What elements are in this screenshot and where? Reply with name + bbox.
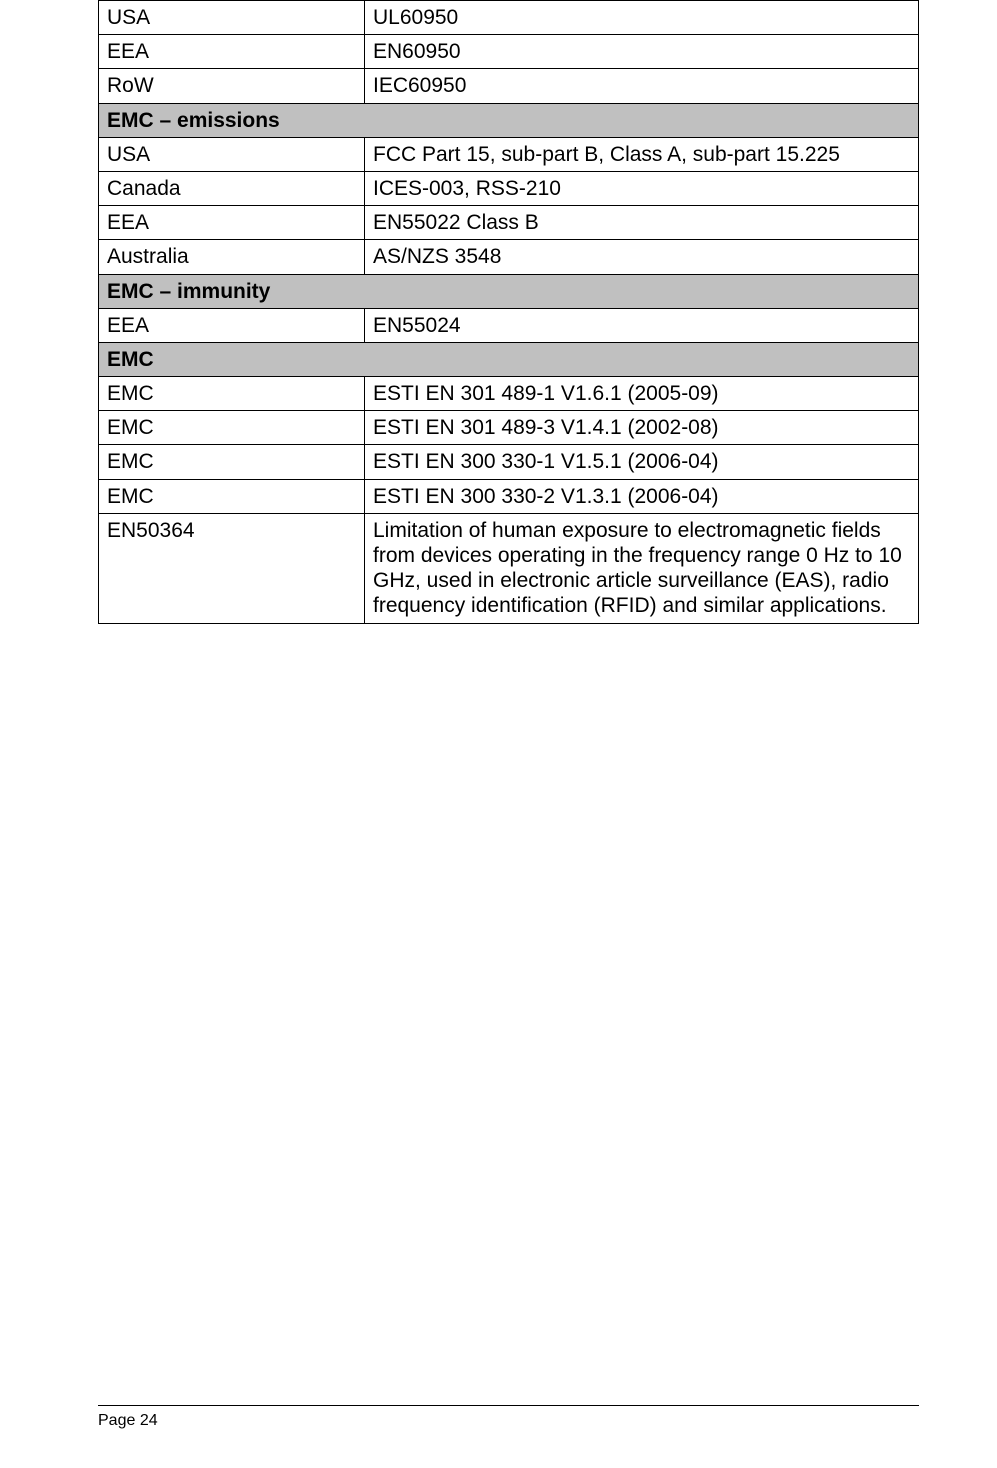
- table-cell: Canada: [99, 171, 365, 205]
- table-row: EMC ESTI EN 300 330-2 V1.3.1 (2006-04): [99, 479, 919, 513]
- section-header-row: EMC – immunity: [99, 274, 919, 308]
- section-header-row: EMC – emissions: [99, 103, 919, 137]
- table-cell: Limitation of human exposure to electrom…: [365, 513, 919, 623]
- table-cell: EN55022 Class B: [365, 206, 919, 240]
- page: USA UL60950 EEA EN60950 RoW IEC60950 EMC…: [0, 0, 997, 1468]
- standards-table-body: USA UL60950 EEA EN60950 RoW IEC60950 EMC…: [99, 1, 919, 624]
- table-cell: ESTI EN 300 330-1 V1.5.1 (2006-04): [365, 445, 919, 479]
- table-cell: UL60950: [365, 1, 919, 35]
- standards-table: USA UL60950 EEA EN60950 RoW IEC60950 EMC…: [98, 0, 919, 624]
- section-header: EMC: [99, 342, 919, 376]
- table-row: EMC ESTI EN 301 489-1 V1.6.1 (2005-09): [99, 377, 919, 411]
- table-row: Australia AS/NZS 3548: [99, 240, 919, 274]
- table-cell: FCC Part 15, sub-part B, Class A, sub-pa…: [365, 137, 919, 171]
- section-header: EMC – emissions: [99, 103, 919, 137]
- table-row: USA UL60950: [99, 1, 919, 35]
- table-cell: ICES-003, RSS-210: [365, 171, 919, 205]
- table-cell: EMC: [99, 445, 365, 479]
- table-cell: EEA: [99, 35, 365, 69]
- table-row: EMC ESTI EN 301 489-3 V1.4.1 (2002-08): [99, 411, 919, 445]
- section-header-row: EMC: [99, 342, 919, 376]
- table-cell: ESTI EN 301 489-1 V1.6.1 (2005-09): [365, 377, 919, 411]
- table-row: EEA EN55022 Class B: [99, 206, 919, 240]
- table-cell: Australia: [99, 240, 365, 274]
- table-cell: EN50364: [99, 513, 365, 623]
- table-cell: IEC60950: [365, 69, 919, 103]
- table-row: RoW IEC60950: [99, 69, 919, 103]
- table-cell: USA: [99, 1, 365, 35]
- table-cell: ESTI EN 301 489-3 V1.4.1 (2002-08): [365, 411, 919, 445]
- table-row: EMC ESTI EN 300 330-1 V1.5.1 (2006-04): [99, 445, 919, 479]
- table-cell: EMC: [99, 479, 365, 513]
- table-cell: RoW: [99, 69, 365, 103]
- page-number: Page 24: [98, 1412, 158, 1429]
- table-row: EEA EN55024: [99, 308, 919, 342]
- table-row: EEA EN60950: [99, 35, 919, 69]
- page-footer: Page 24: [98, 1405, 919, 1430]
- table-row: Canada ICES-003, RSS-210: [99, 171, 919, 205]
- table-cell: EEA: [99, 206, 365, 240]
- table-cell: AS/NZS 3548: [365, 240, 919, 274]
- table-cell: ESTI EN 300 330-2 V1.3.1 (2006-04): [365, 479, 919, 513]
- section-header: EMC – immunity: [99, 274, 919, 308]
- table-cell: EMC: [99, 411, 365, 445]
- table-cell: USA: [99, 137, 365, 171]
- table-cell: EN60950: [365, 35, 919, 69]
- table-row: USA FCC Part 15, sub-part B, Class A, su…: [99, 137, 919, 171]
- table-cell: EEA: [99, 308, 365, 342]
- table-cell: EN55024: [365, 308, 919, 342]
- table-cell: EMC: [99, 377, 365, 411]
- table-row: EN50364 Limitation of human exposure to …: [99, 513, 919, 623]
